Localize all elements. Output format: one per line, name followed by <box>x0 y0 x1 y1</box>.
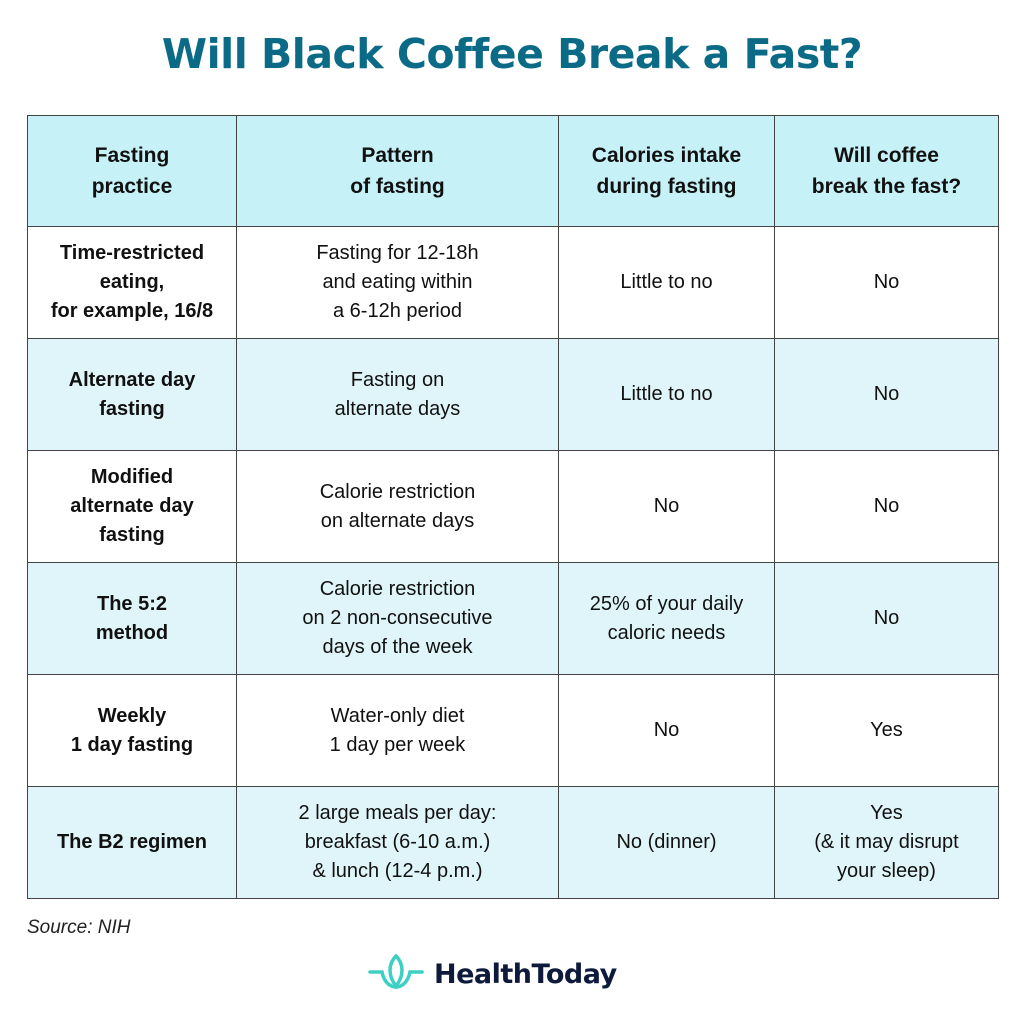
table-row: Weekly 1 day fasting Water-only diet 1 day … <box>27 674 999 787</box>
header-coffee: Will coffee break the fast? <box>774 115 999 227</box>
cell-pattern: Fasting for 12-18h and eating within a 6-1… <box>236 226 559 339</box>
header-row: Fasting practice Pattern of fasting Calori… <box>27 115 999 227</box>
cell-practice: Modified alternate day fasting <box>27 450 237 563</box>
table-row: Alternate day fasting Fasting on alternate … <box>27 338 999 451</box>
cell-coffee: No <box>774 338 999 451</box>
cell-practice: Time-restricted eating, for example, 16/8 <box>27 226 237 339</box>
table-row: Time-restricted eating, for example, 16/8 F… <box>27 226 999 339</box>
source-note: Source: NIH <box>27 917 131 938</box>
cell-pattern: Calorie restriction on alternate days <box>236 450 559 563</box>
cell-calories: No (dinner) <box>558 786 775 899</box>
cell-coffee: No <box>774 450 999 563</box>
cell-practice: Weekly 1 day fasting <box>27 674 237 787</box>
logo: HealthToday <box>366 952 617 997</box>
cell-coffee: Yes (& it may disrupt your sleep) <box>774 786 999 899</box>
cell-calories: 25% of your daily caloric needs <box>558 562 775 675</box>
cell-practice: Alternate day fasting <box>27 338 237 451</box>
cell-calories: Little to no <box>558 338 775 451</box>
cell-calories: Little to no <box>558 226 775 339</box>
logo-text: HealthToday <box>434 959 617 990</box>
cell-coffee: No <box>774 562 999 675</box>
cell-practice: The B2 regimen <box>27 786 237 899</box>
page-title: Will Black Coffee Break a Fast? <box>161 30 863 78</box>
cell-pattern: Water-only diet 1 day per week <box>236 674 559 787</box>
cell-coffee: No <box>774 226 999 339</box>
table-row: Modified alternate day fasting Calorie rest… <box>27 450 999 563</box>
cell-pattern: Calorie restriction on 2 non-consecutive d… <box>236 562 559 675</box>
table-row: The 5:2 method Calorie restriction on 2 non… <box>27 562 999 675</box>
cell-coffee: Yes <box>774 674 999 787</box>
cell-pattern: Fasting on alternate days <box>236 338 559 451</box>
cell-calories: No <box>558 674 775 787</box>
header-calories: Calories intake during fasting <box>558 115 775 227</box>
header-pattern: Pattern of fasting <box>236 115 559 227</box>
header-fasting-practice: Fasting practice <box>27 115 237 227</box>
fasting-table: Fasting practice Pattern of fasting Calori… <box>27 115 999 899</box>
cell-calories: No <box>558 450 775 563</box>
table-row: The B2 regimen 2 large meals per day: brea… <box>27 786 999 899</box>
cell-practice: The 5:2 method <box>27 562 237 675</box>
lotus-icon <box>366 952 426 997</box>
cell-pattern: 2 large meals per day: breakfast (6-10 a.… <box>236 786 559 899</box>
